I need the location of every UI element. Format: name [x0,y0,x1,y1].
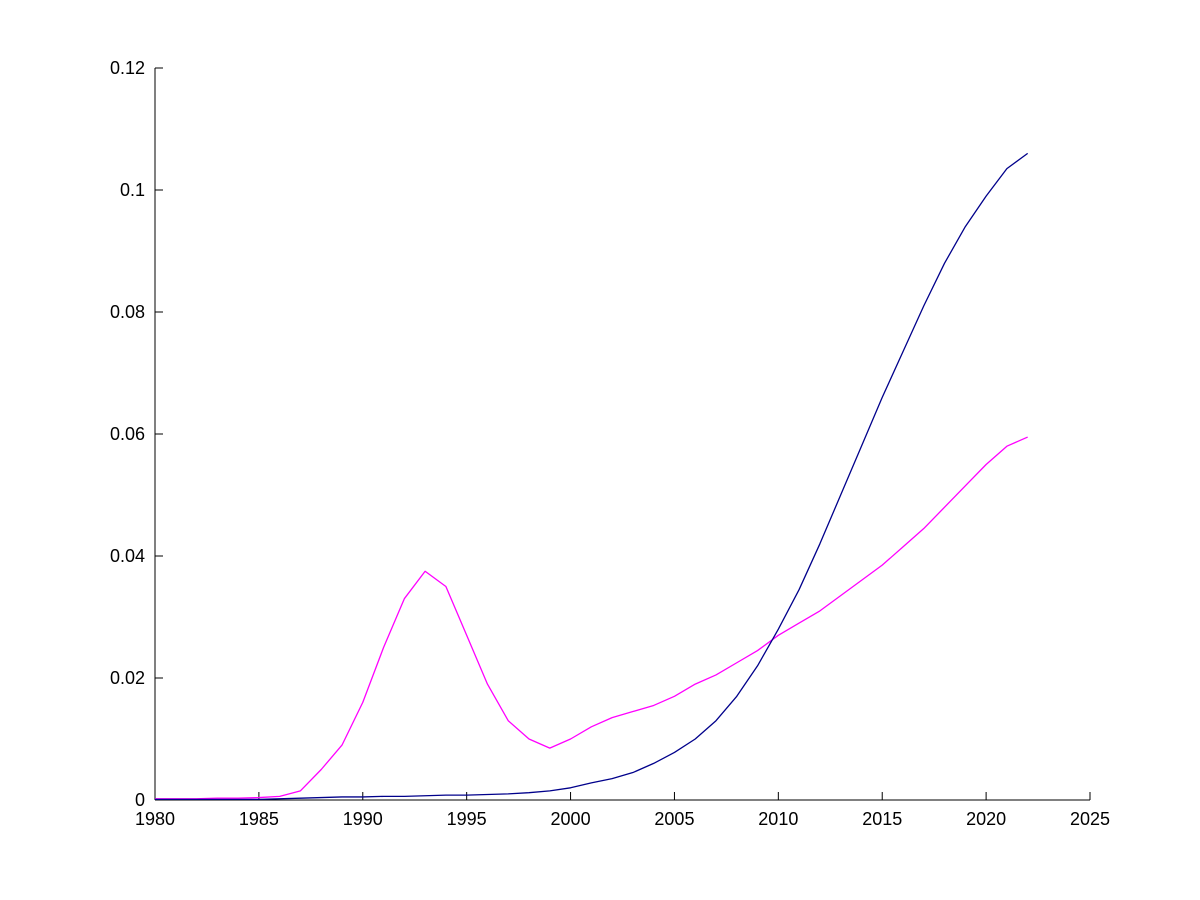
x-tick-label: 2000 [551,809,591,829]
y-tick-label: 0.06 [110,424,145,444]
y-tick-label: 0.1 [120,180,145,200]
x-tick-label: 2005 [654,809,694,829]
x-tick-label: 2015 [862,809,902,829]
y-tick-label: 0.04 [110,546,145,566]
x-tick-label: 2025 [1070,809,1110,829]
x-tick-label: 1990 [343,809,383,829]
y-tick-label: 0.08 [110,302,145,322]
y-tick-label: 0 [135,790,145,810]
y-tick-label: 0.02 [110,668,145,688]
x-tick-label: 1985 [239,809,279,829]
magenta-series [155,436,1028,800]
x-tick-label: 1980 [135,809,175,829]
dark-blue-series [155,152,1029,801]
x-tick-label: 1995 [447,809,487,829]
y-tick-label: 0.12 [110,58,145,78]
x-tick-label: 2020 [966,809,1006,829]
x-tick-label: 2010 [758,809,798,829]
